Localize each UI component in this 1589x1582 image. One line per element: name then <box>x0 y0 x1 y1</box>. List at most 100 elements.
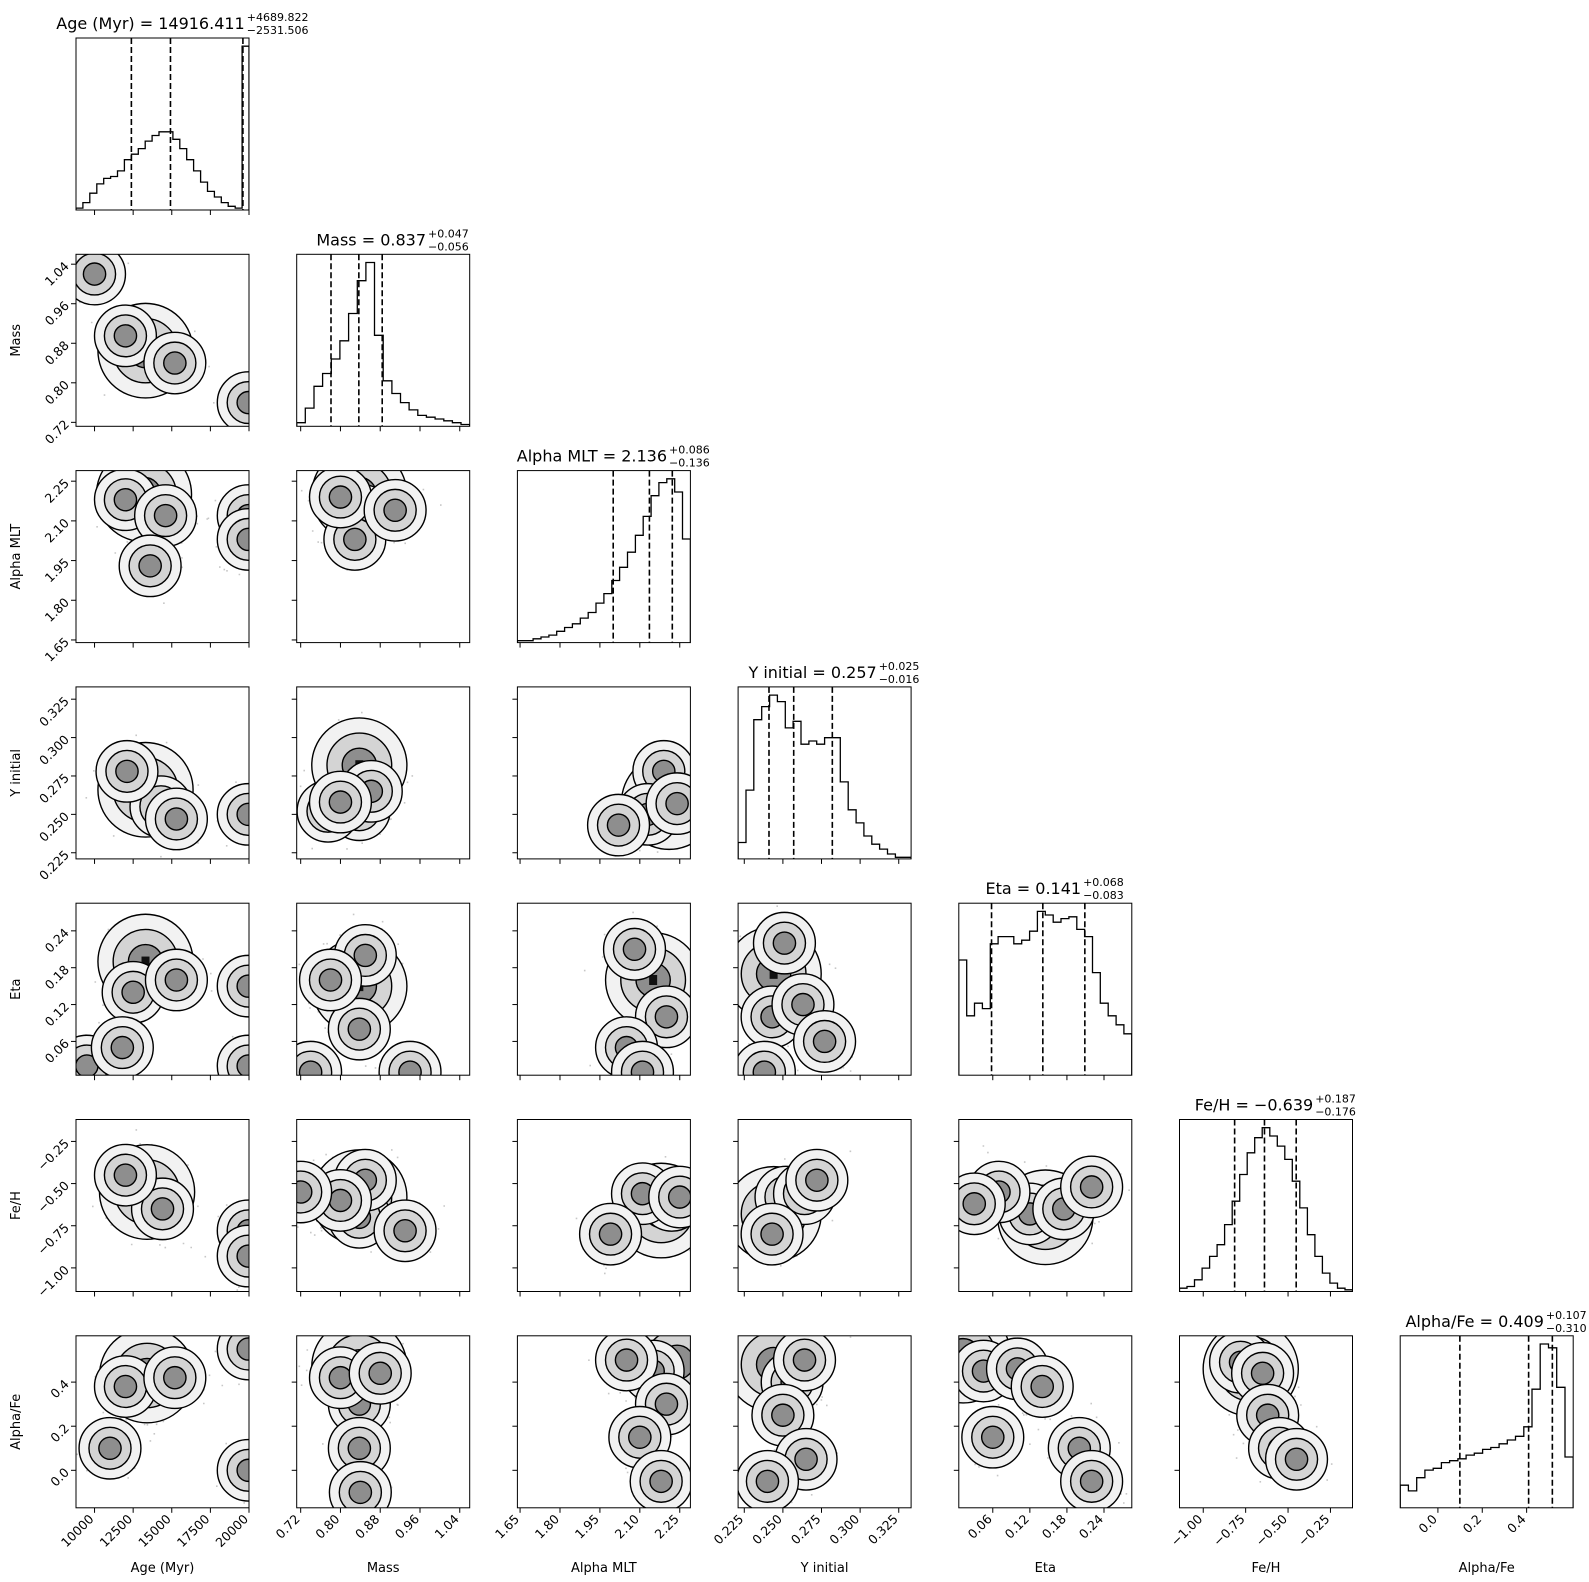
x-tick-label: 10000 <box>58 1511 97 1550</box>
panel-mass-vs-age-myr: 0.72 0.80 0.88 0.96 1.04 <box>42 253 250 447</box>
y-tick-label: 0.225 <box>36 847 72 883</box>
contour-inner <box>755 1469 780 1494</box>
x-axis-label-y-initial: Y initial <box>800 1561 849 1576</box>
y-tick-label: 0.06 <box>42 1036 72 1066</box>
panel-frame <box>296 1119 471 1292</box>
panel-eta-vs-y-initial <box>733 902 912 1081</box>
y-tick-label: −0.50 <box>34 1178 72 1216</box>
panel-frame <box>737 1335 912 1509</box>
histogram-y-initial <box>738 694 912 859</box>
contour-inner <box>347 1436 372 1461</box>
panel-title: Mass = 0.837 <box>316 230 426 249</box>
contour-inner <box>353 943 378 968</box>
x-tick-label: 0.72 <box>273 1511 303 1541</box>
panel-frame <box>296 686 471 860</box>
panel-fe-h-vs-alpha-mlt <box>512 1119 691 1297</box>
x-axis-label-alpha-mlt: Alpha MLT <box>571 1561 637 1576</box>
panel-frame <box>958 1119 1133 1292</box>
panel-title: Y initial = 0.257 <box>747 663 876 682</box>
density-peak <box>649 974 658 985</box>
contour-inner <box>328 1188 353 1213</box>
y-tick-label: −0.25 <box>34 1136 72 1174</box>
panel-frame <box>516 470 691 644</box>
panel-mass-vs-mass: Mass = 0.837 +0.047−0.056 <box>296 227 471 432</box>
y-tick-label: 2.25 <box>42 476 72 506</box>
contour-inner <box>614 1348 639 1372</box>
x-axis-label-mass: Mass <box>367 1561 400 1576</box>
contour-inner <box>1079 1175 1104 1199</box>
contour-inner <box>328 485 353 509</box>
contour-inner <box>153 503 178 528</box>
x-tick-label: 12500 <box>97 1511 136 1550</box>
panel-title: Age (Myr) = 14916.411 <box>56 14 244 33</box>
x-axis-label-age-myr: Age (Myr) <box>131 1561 195 1576</box>
panel-eta-vs-age-myr: 0.06 0.12 0.18 0.24 <box>42 902 250 1081</box>
contour-inner <box>1284 1447 1309 1472</box>
y-tick-label: 0.24 <box>42 925 72 955</box>
contour-inner <box>236 527 249 552</box>
panel-frame <box>516 1119 691 1292</box>
panel-y-initial-vs-mass <box>291 686 471 864</box>
x-tick-label: 0.06 <box>965 1511 995 1541</box>
contour-inner <box>115 759 139 784</box>
panel-fe-h-vs-age-myr: −1.00 −0.75 −0.50 −0.25 <box>34 1119 250 1300</box>
y-tick-label: 0.72 <box>42 417 72 447</box>
panel-frame <box>75 470 250 644</box>
contour-inner <box>962 1192 987 1216</box>
panel-frame <box>75 37 250 211</box>
y-tick-label: 1.80 <box>42 595 72 625</box>
y-axis-label-fe-h: Fe/H <box>9 1191 24 1220</box>
panel-title: Fe/H = −0.639 <box>1195 1096 1313 1115</box>
y-tick-label: 0.80 <box>42 377 72 407</box>
x-tick-label: 0.4 <box>1504 1511 1529 1536</box>
x-tick-label: 0.80 <box>312 1511 342 1541</box>
contour-inner <box>82 262 107 286</box>
title-minus: −2531.506 <box>247 24 309 37</box>
contour-inner <box>343 527 367 552</box>
panel-frame <box>958 1335 1133 1509</box>
y-tick-label: 0.96 <box>42 298 72 328</box>
x-tick-label: 0.275 <box>788 1511 824 1547</box>
y-tick-label: 2.10 <box>42 515 72 545</box>
panel-frame <box>516 686 691 860</box>
x-tick-label: 0.24 <box>1076 1511 1106 1541</box>
contour-inner <box>163 1365 187 1390</box>
panel-frame <box>516 1335 691 1509</box>
contour-inner <box>236 802 249 827</box>
x-tick-label: 0.250 <box>749 1511 785 1547</box>
x-tick-label: 1.95 <box>572 1511 602 1541</box>
contour-inner <box>138 554 162 578</box>
contour-inner <box>121 980 145 1005</box>
title-minus: −0.310 <box>1546 1322 1587 1335</box>
histogram-eta <box>958 910 1132 1076</box>
panel-fe-h-vs-y-initial <box>733 1119 912 1297</box>
panel-y-initial-vs-alpha-mlt <box>512 686 691 864</box>
y-tick-label: 0.4 <box>47 1376 72 1401</box>
contour-inner <box>236 1244 249 1268</box>
panel-frame <box>958 902 1133 1076</box>
x-tick-label: 20000 <box>212 1511 251 1550</box>
y-axis-label-alpha-mlt: Alpha MLT <box>9 524 24 590</box>
panel-title: Alpha/Fe = 0.409 <box>1405 1312 1543 1331</box>
histogram-alpha-fe <box>1400 1343 1574 1508</box>
panel-age-myr-vs-age-myr: Age (Myr) = 14916.411 +4689.822−2531.506 <box>56 11 308 215</box>
histogram-age-myr <box>76 45 249 210</box>
panel-frame <box>516 902 691 1076</box>
y-axis-label-mass: Mass <box>9 324 24 357</box>
x-tick-label: 15000 <box>135 1511 174 1550</box>
x-tick-label: 1.04 <box>432 1511 462 1541</box>
panel-frame <box>296 253 471 427</box>
panel-alpha-mlt-vs-mass <box>291 470 471 648</box>
contour-inner <box>812 1029 837 1054</box>
panel-frame <box>75 902 250 1076</box>
x-tick-label: 1.80 <box>532 1511 562 1541</box>
contour-inner <box>368 1361 393 1386</box>
title-plus: +0.025 <box>879 660 920 673</box>
x-tick-label: 0.2 <box>1460 1511 1485 1536</box>
x-axis-label-fe-h: Fe/H <box>1252 1561 1281 1576</box>
panel-frame <box>737 1119 912 1292</box>
panel-eta-vs-alpha-mlt <box>512 902 691 1081</box>
contour-inner <box>794 1447 818 1472</box>
contour-inner <box>113 1374 138 1399</box>
contour-inner <box>328 790 353 814</box>
